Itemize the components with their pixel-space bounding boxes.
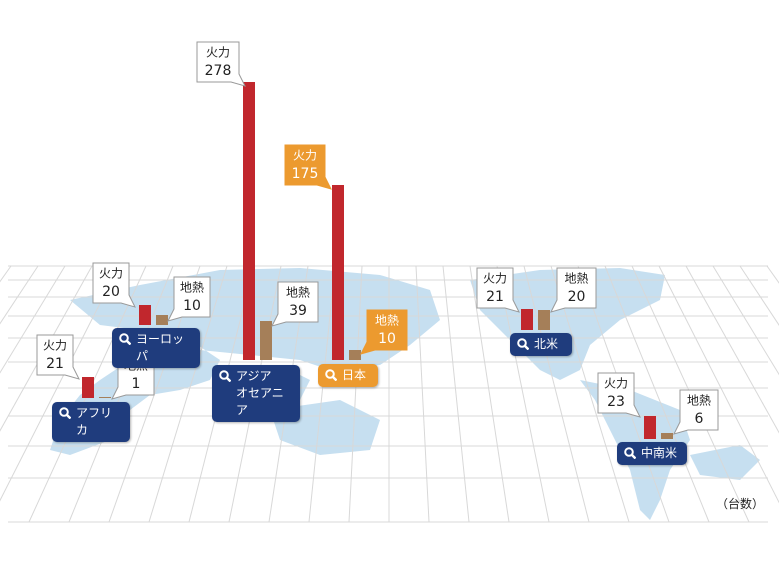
callout-box <box>597 372 641 418</box>
search-icon <box>517 338 529 350</box>
grid-line <box>604 265 710 523</box>
grid-line <box>148 265 228 523</box>
grid-line <box>523 265 590 523</box>
callout-label: 火力 <box>43 339 67 353</box>
callout-value: 278 <box>205 63 232 79</box>
search-icon <box>119 333 131 345</box>
bar <box>99 397 111 398</box>
callout-box <box>284 144 332 190</box>
callout-label: 火力 <box>604 377 628 391</box>
grid-line <box>658 265 779 504</box>
callout-value: 6 <box>695 411 704 427</box>
grid-line <box>712 265 779 376</box>
region-button[interactable]: アジア オセアニア <box>212 365 300 422</box>
callout-label: 地熱 <box>687 394 711 408</box>
bar <box>260 321 272 360</box>
region-button[interactable]: 日本 <box>318 364 378 387</box>
callout-value: 175 <box>292 166 319 182</box>
bar <box>538 310 550 330</box>
region-button[interactable]: 中南米 <box>617 442 687 465</box>
callout-label: 火力 <box>99 267 123 281</box>
bar <box>349 350 361 360</box>
search-icon <box>219 370 231 382</box>
grid-line <box>415 265 430 523</box>
grid-line <box>469 265 510 523</box>
bar <box>521 309 533 330</box>
search-icon <box>59 407 71 419</box>
callout-value: 1 <box>132 376 141 392</box>
region-name[interactable]: アジア オセアニア <box>236 369 284 417</box>
grid-line <box>685 265 779 434</box>
region-name[interactable]: ヨーロッパ <box>136 332 185 363</box>
grid-line <box>0 265 12 283</box>
unit-label: （台数） <box>716 497 765 511</box>
callout-box <box>196 41 246 87</box>
callout-value: 21 <box>486 289 504 305</box>
callout-value: 20 <box>102 284 120 300</box>
callout-label: 地熱 <box>180 281 204 295</box>
bar <box>139 305 151 325</box>
callout-value: 10 <box>378 331 396 347</box>
bar <box>644 416 656 439</box>
region-button[interactable]: 北米 <box>510 333 572 356</box>
grid-line <box>348 265 363 523</box>
region-name[interactable]: アフリカ <box>76 406 113 437</box>
region-button[interactable]: アフリカ <box>52 402 130 442</box>
callout-label: 火力 <box>293 149 317 163</box>
region-name[interactable]: 北米 <box>534 337 559 351</box>
grid-line <box>739 265 779 326</box>
bar <box>661 433 673 439</box>
callout-box <box>673 389 719 435</box>
grid-line <box>0 265 120 502</box>
callout-box <box>271 281 319 327</box>
grid-line <box>308 265 336 523</box>
bar <box>156 315 168 325</box>
callout-box <box>167 276 211 322</box>
callout-label: 火力 <box>483 272 507 286</box>
callout-box <box>550 267 597 313</box>
callout-label: 地熱 <box>564 272 588 286</box>
bar <box>243 82 255 360</box>
bar <box>82 377 94 398</box>
region-name[interactable]: 中南米 <box>641 446 678 460</box>
grid-line <box>0 265 66 374</box>
callout-label: 火力 <box>206 46 230 60</box>
search-icon <box>325 369 337 381</box>
grid-line <box>442 265 470 523</box>
callout-value: 10 <box>183 298 201 314</box>
region-button[interactable]: ヨーロッパ <box>112 328 200 368</box>
callout-box <box>476 267 520 313</box>
region-name[interactable]: 日本 <box>342 368 367 382</box>
callout-label: 地熱 <box>375 314 399 328</box>
grid-line <box>766 265 779 284</box>
grid-line <box>0 265 93 432</box>
callout-box <box>36 334 80 380</box>
callout-value: 39 <box>289 303 307 319</box>
callout-box <box>360 309 408 355</box>
search-icon <box>624 447 636 459</box>
callout-value: 23 <box>607 394 625 410</box>
callout-value: 20 <box>568 289 586 305</box>
bar <box>332 185 344 360</box>
grid-line <box>0 265 39 325</box>
callout-value: 21 <box>46 356 64 372</box>
callout-label: 地熱 <box>286 286 310 300</box>
callout-box <box>92 262 136 308</box>
